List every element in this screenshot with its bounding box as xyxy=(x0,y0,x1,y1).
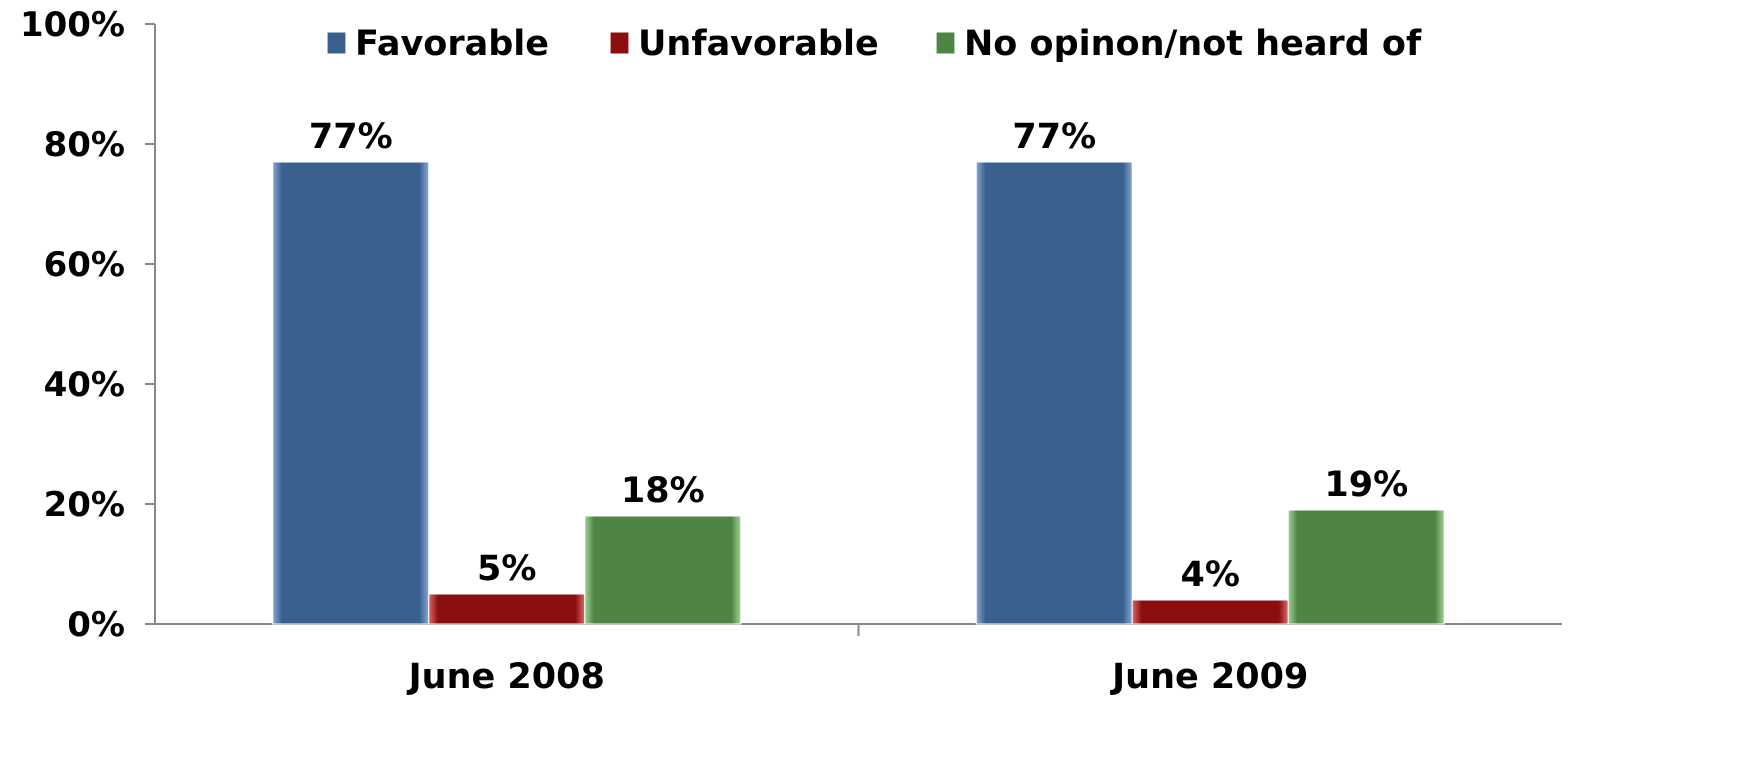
bar-no-opinon-not-heard-of-june-2009 xyxy=(1287,509,1445,625)
data-label: 18% xyxy=(621,471,705,511)
bar-unfavorable-june-2009 xyxy=(1131,599,1289,625)
y-tick-label: 60% xyxy=(44,245,125,285)
chart-legend: Favorable Unfavorable No opinon/not heard … xyxy=(326,24,1422,64)
bar-no-opinon-not-heard-of-june-2008 xyxy=(584,515,742,625)
bar-favorable-june-2008 xyxy=(272,161,430,625)
y-tick-label: 20% xyxy=(44,485,125,525)
y-tick-label: 40% xyxy=(44,365,125,405)
bar-favorable-june-2009 xyxy=(975,161,1133,625)
legend-label: No opinon/not heard of xyxy=(964,24,1422,64)
data-label: 19% xyxy=(1324,465,1408,505)
y-tick-label: 0% xyxy=(67,605,125,645)
data-label: 77% xyxy=(1012,117,1096,157)
legend-label: Favorable xyxy=(355,24,549,64)
y-tick-label: 80% xyxy=(44,125,125,165)
data-label: 4% xyxy=(1181,555,1240,595)
chart-bars xyxy=(272,161,1445,625)
data-label: 5% xyxy=(477,549,536,589)
data-label: 77% xyxy=(309,117,393,157)
legend-swatch-1 xyxy=(326,31,347,55)
chart-labels: 77% 5% 18% June 2008 77% 4% 19% June 2009 xyxy=(309,117,1408,697)
x-category-label: June 2009 xyxy=(1110,657,1308,697)
chart-axes: 0% 20% 40% 60% 80% 100% xyxy=(20,5,1562,645)
legend-swatch-3 xyxy=(935,31,956,55)
x-category-label: June 2008 xyxy=(407,657,605,697)
y-tick-label: 100% xyxy=(20,5,125,45)
legend-label: Unfavorable xyxy=(638,24,879,64)
legend-swatch-2 xyxy=(609,31,630,55)
bar-unfavorable-june-2008 xyxy=(428,593,586,625)
